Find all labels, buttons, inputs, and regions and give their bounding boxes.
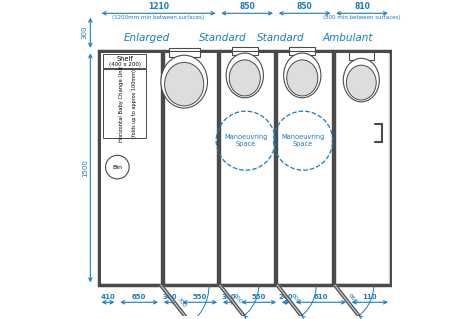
- Polygon shape: [334, 285, 360, 316]
- Text: 1500: 1500: [82, 159, 88, 177]
- Ellipse shape: [229, 60, 260, 96]
- Text: 550: 550: [192, 294, 207, 300]
- Text: 850: 850: [239, 2, 255, 11]
- Text: 240: 240: [279, 294, 293, 300]
- Text: 410: 410: [100, 294, 115, 300]
- Polygon shape: [217, 51, 220, 285]
- Polygon shape: [274, 51, 277, 285]
- Text: 850: 850: [297, 2, 312, 11]
- Text: 110: 110: [363, 294, 377, 300]
- Polygon shape: [161, 51, 164, 285]
- Text: Horizontal Baby Change Unit: Horizontal Baby Change Unit: [118, 65, 124, 142]
- Text: 810: 810: [354, 2, 370, 11]
- Text: 550: 550: [252, 294, 266, 300]
- Bar: [232, 47, 258, 55]
- Ellipse shape: [164, 63, 204, 106]
- Bar: [348, 52, 374, 60]
- Text: 300: 300: [163, 294, 177, 300]
- Text: 610: 610: [314, 294, 328, 300]
- Bar: [103, 54, 146, 68]
- Text: 300: 300: [82, 26, 88, 40]
- Text: (400 x 200): (400 x 200): [109, 62, 140, 67]
- Text: Bin: Bin: [112, 165, 122, 170]
- Text: 600: 600: [290, 293, 301, 305]
- Bar: [101, 53, 388, 283]
- Ellipse shape: [226, 53, 264, 98]
- Ellipse shape: [283, 53, 321, 98]
- Ellipse shape: [287, 60, 318, 96]
- Ellipse shape: [343, 58, 379, 102]
- Text: (800 min between surfaces): (800 min between surfaces): [323, 15, 401, 20]
- Text: (1200mm min between surfaces): (1200mm min between surfaces): [112, 15, 205, 20]
- Text: Standard: Standard: [257, 33, 304, 43]
- Text: Shelf: Shelf: [116, 56, 133, 62]
- Ellipse shape: [161, 55, 208, 108]
- Text: Standard: Standard: [199, 33, 247, 43]
- Bar: [289, 47, 316, 55]
- Text: (folds up to approx 100mm): (folds up to approx 100mm): [132, 69, 137, 138]
- Text: 660: 660: [347, 293, 358, 305]
- Text: 300: 300: [222, 294, 237, 300]
- Text: Manoeuvring
Space: Manoeuvring Space: [224, 134, 267, 147]
- Polygon shape: [332, 51, 335, 285]
- Text: 700: 700: [176, 296, 187, 309]
- Bar: [103, 69, 146, 137]
- Text: 600: 600: [232, 293, 243, 305]
- Text: 650: 650: [132, 294, 146, 300]
- Ellipse shape: [346, 65, 376, 100]
- Bar: [99, 51, 391, 285]
- Polygon shape: [160, 285, 191, 319]
- Text: 1210: 1210: [148, 2, 169, 11]
- Text: Ambulant: Ambulant: [322, 33, 373, 43]
- Text: Enlarged: Enlarged: [124, 33, 170, 43]
- Text: Manoeuvring
Space: Manoeuvring Space: [282, 134, 325, 147]
- Bar: [169, 48, 200, 57]
- Polygon shape: [219, 285, 245, 316]
- Polygon shape: [276, 285, 302, 316]
